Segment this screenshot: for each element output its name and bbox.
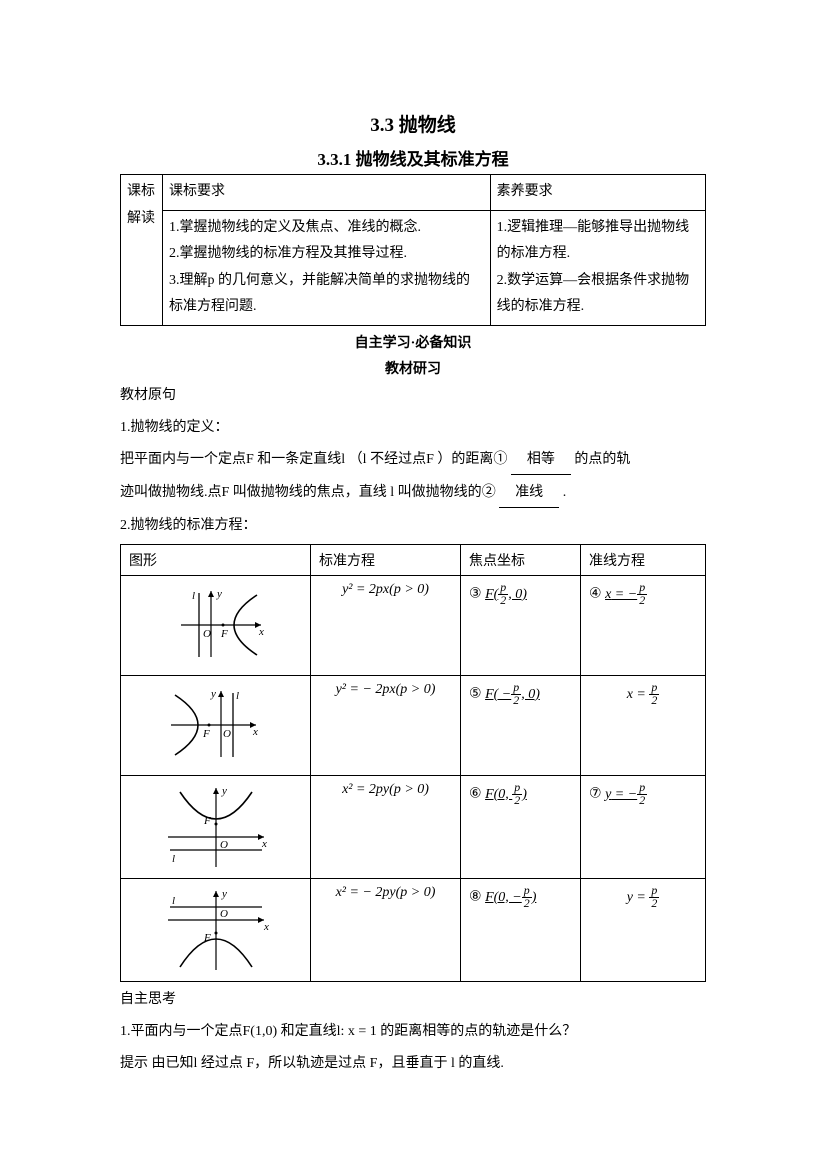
study-header-1: 自主学习·必备知识 [120, 332, 706, 352]
svg-text:F: F [203, 815, 211, 827]
svg-text:F: F [203, 932, 211, 944]
standard-forms-table: 图形 标准方程 焦点坐标 准线方程 l y O F [120, 544, 706, 982]
eq-2: y² = − 2px(p > 0) [311, 675, 461, 775]
thinking-answer: 提示 由已知l 经过点 F，所以轨迹是过点 F，且垂直于 l 的直线. [120, 1050, 706, 1078]
svg-text:F: F [202, 728, 210, 740]
table-row: y O F x l x² = 2py(p > 0) ⑥ F(0, p2) ⑦ y… [121, 775, 706, 878]
svg-text:y: y [210, 688, 216, 700]
def-post-2: . [563, 485, 567, 500]
study-header-2: 教材研习 [120, 358, 706, 378]
forms-heading: 2.抛物线的标准方程： [120, 512, 706, 540]
forms-h0: 图形 [121, 544, 311, 575]
svg-text:y: y [216, 588, 222, 600]
directrix-3: ⑦ y = −p2 [581, 775, 706, 878]
svg-text:x: x [263, 921, 269, 933]
blank-1-value: 相等 [511, 446, 571, 475]
graph-right: l y O F x [121, 575, 311, 675]
blank-2-value: 准线 [499, 479, 559, 508]
forms-h2: 焦点坐标 [461, 544, 581, 575]
material-label: 教材原句 [120, 382, 706, 410]
definition-heading: 1.抛物线的定义： [120, 414, 706, 442]
svg-text:x: x [252, 726, 258, 738]
definition-line1: 把平面内与一个定点F 和一条定直线l （l 不经过点F ）的距离① 相等 的点的… [120, 446, 706, 475]
svg-text:y: y [221, 888, 227, 900]
thinking-heading: 自主思考 [120, 986, 706, 1014]
svg-text:O: O [223, 728, 231, 740]
def-post-1: 的点的轨 [574, 452, 630, 467]
graph-up: y O F x l [121, 775, 311, 878]
svg-text:O: O [220, 839, 228, 851]
outline-left-header: 课标解读 [121, 175, 163, 326]
focus-3: ⑥ F(0, p2) [461, 775, 581, 878]
directrix-1: ④ x = −p2 [581, 575, 706, 675]
directrix-2: x = p2 [581, 675, 706, 775]
svg-text:l: l [172, 895, 175, 907]
outline-col1-header: 课标要求 [163, 175, 491, 211]
outline-table: 课标解读 课标要求 素养要求 1.掌握抛物线的定义及焦点、准线的概念. 2.掌握… [120, 174, 706, 326]
thinking-question: 1.平面内与一个定点F(1,0) 和定直线l: x = 1 的距离相等的点的轨迹… [120, 1018, 706, 1046]
forms-h1: 标准方程 [311, 544, 461, 575]
svg-text:l: l [172, 853, 175, 865]
table-row: l y O F x y² = − 2px(p > 0) ⑤ F( −p2, 0)… [121, 675, 706, 775]
focus-4: ⑧ F(0, −p2) [461, 878, 581, 981]
chapter-title: 3.3 抛物线 [120, 110, 706, 137]
directrix-4: y = p2 [581, 878, 706, 981]
blank-1-num: ① [493, 452, 507, 467]
svg-text:y: y [221, 785, 227, 797]
svg-text:l: l [236, 690, 239, 702]
table-row: l y O F x y² = 2px(p > 0) ③ F(p2, 0) ④ x… [121, 575, 706, 675]
eq-3: x² = 2py(p > 0) [311, 775, 461, 878]
focus-1: ③ F(p2, 0) [461, 575, 581, 675]
svg-text:l: l [192, 590, 195, 602]
forms-h3: 准线方程 [581, 544, 706, 575]
svg-text:F: F [220, 628, 228, 640]
graph-left: l y O F x [121, 675, 311, 775]
focus-2: ⑤ F( −p2, 0) [461, 675, 581, 775]
svg-text:x: x [258, 626, 264, 638]
def-pre-2: 迹叫做抛物线.点F 叫做抛物线的焦点，直线 l 叫做抛物线的 [120, 485, 482, 500]
eq-1: y² = 2px(p > 0) [311, 575, 461, 675]
section-title: 3.3.1 抛物线及其标准方程 [120, 145, 706, 170]
table-row: y O F x l x² = − 2py(p > 0) ⑧ F(0, −p2) … [121, 878, 706, 981]
outline-col1-body: 1.掌握抛物线的定义及焦点、准线的概念. 2.掌握抛物线的标准方程及其推导过程.… [163, 210, 491, 325]
eq-4: x² = − 2py(p > 0) [311, 878, 461, 981]
blank-2-num: ② [482, 485, 496, 500]
svg-text:O: O [220, 908, 228, 920]
svg-text:O: O [203, 628, 211, 640]
def-pre-1: 把平面内与一个定点F 和一条定直线l （l 不经过点F ）的距离 [120, 452, 493, 467]
definition-line2: 迹叫做抛物线.点F 叫做抛物线的焦点，直线 l 叫做抛物线的② 准线 . [120, 479, 706, 508]
outline-col2-header: 素养要求 [490, 175, 705, 211]
svg-text:x: x [261, 838, 267, 850]
outline-col2-body: 1.逻辑推理—能够推导出抛物线的标准方程. 2.数学运算—会根据条件求抛物线的标… [490, 210, 705, 325]
graph-down: y O F x l [121, 878, 311, 981]
